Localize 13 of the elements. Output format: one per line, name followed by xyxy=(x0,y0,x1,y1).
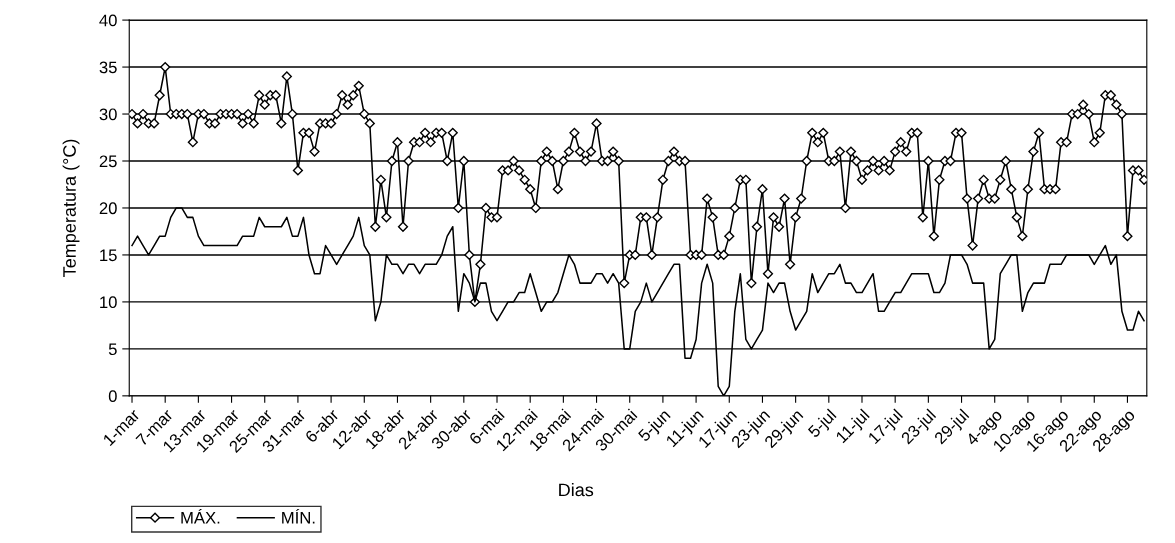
legend-label: MÁX. xyxy=(181,509,220,524)
y-tick-label: 35 xyxy=(99,61,117,74)
y-tick-label: 40 xyxy=(99,14,117,27)
y-tick-label: 25 xyxy=(99,155,117,168)
y-axis-title: Temperatura (°C) xyxy=(62,139,80,277)
y-tick-label: 15 xyxy=(100,249,117,262)
y-tick-label: 10 xyxy=(100,296,117,309)
y-tick-label: 30 xyxy=(99,108,117,121)
y-tick-label: 20 xyxy=(99,202,117,215)
x-axis-title: Dias xyxy=(559,483,594,497)
y-tick-label: 5 xyxy=(108,343,117,356)
legend-label: MÍN. xyxy=(282,509,315,524)
y-tick-label: 0 xyxy=(108,390,117,403)
